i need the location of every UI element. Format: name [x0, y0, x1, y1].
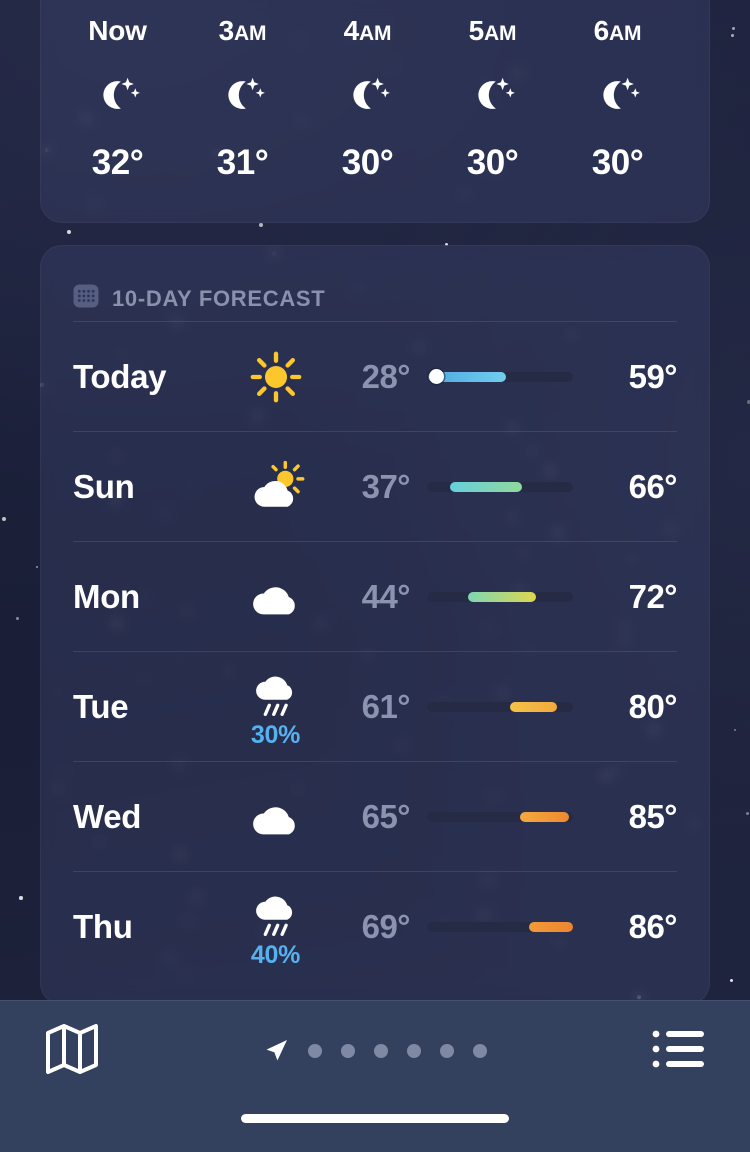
cloud-icon	[247, 568, 305, 626]
moon-stars-icon	[594, 71, 642, 119]
low-temperature: 61°	[361, 688, 411, 725]
temperature-bar-fill	[529, 921, 573, 932]
current-temperature-dot	[428, 369, 444, 384]
page-dot[interactable]	[341, 1044, 355, 1058]
page-dot[interactable]	[473, 1044, 487, 1058]
temperature-bar-track	[427, 811, 573, 822]
day-name: Sun	[73, 468, 135, 505]
daily-forecast-rows: Today 28° 59° Sun 37° 66° Mon 44° 72° Tue 30% 61° 80…	[41, 321, 709, 981]
temperature-range-bar	[427, 701, 573, 712]
day-condition	[223, 788, 328, 846]
precipitation-chance: 40%	[250, 941, 301, 969]
hourly-forecast-scroller[interactable]: Now 32° 3AM 31° 4AM 30° 5AM 30° 6AM 30° 7AM30°	[41, 0, 709, 222]
hour-time-label: 3AM	[218, 15, 267, 46]
day-forecast-row[interactable]: Tue 30% 61° 80°	[73, 651, 678, 761]
high-temperature: 80°	[628, 688, 678, 725]
precipitation-chance: 30%	[250, 721, 301, 749]
home-indicator	[241, 1114, 509, 1123]
hour-column[interactable]: 5AM 30°	[430, 0, 555, 222]
low-temperature: 44°	[361, 578, 411, 615]
hour-column[interactable]: 4AM 30°	[305, 0, 430, 222]
day-name: Tue	[73, 688, 129, 725]
hour-time-label: 4AM	[343, 15, 392, 46]
forecast-scroll-area[interactable]: Now 32° 3AM 31° 4AM 30° 5AM 30° 6AM 30° 7AM30°	[0, 0, 750, 1000]
low-temperature: 37°	[361, 468, 411, 505]
moon-stars-icon	[344, 71, 392, 119]
page-dot[interactable]	[440, 1044, 454, 1058]
hour-time-label: 5AM	[468, 15, 517, 46]
hour-temperature: 30°	[466, 143, 519, 182]
high-temperature: 72°	[628, 578, 678, 615]
day-forecast-row[interactable]: Wed 65° 85°	[73, 761, 678, 871]
bottom-toolbar	[0, 1000, 750, 1152]
day-forecast-row[interactable]: Today 28° 59°	[73, 321, 678, 431]
hour-temperature: 30°	[591, 143, 644, 182]
moon-stars-icon	[469, 71, 517, 119]
temperature-bar-fill	[520, 811, 569, 822]
map-icon[interactable]	[44, 1022, 100, 1081]
list-icon[interactable]	[652, 1028, 706, 1075]
temperature-range-bar	[427, 591, 573, 602]
temperature-range-bar	[427, 921, 573, 932]
temperature-range-bar	[427, 481, 573, 492]
low-temperature: 65°	[361, 798, 411, 835]
cloud-icon	[247, 788, 305, 846]
low-temperature: 69°	[361, 908, 411, 945]
moon-stars-icon	[219, 71, 267, 119]
calendar-icon	[73, 283, 99, 314]
hour-column[interactable]: 3AM 31°	[180, 0, 305, 222]
high-temperature: 66°	[628, 468, 678, 505]
moon-stars-icon	[94, 71, 142, 119]
hour-time-label: Now	[88, 15, 147, 46]
hourly-forecast-card[interactable]: Now 32° 3AM 31° 4AM 30° 5AM 30° 6AM 30° 7AM30°	[40, 0, 710, 223]
location-arrow-icon[interactable]	[263, 1038, 289, 1064]
temperature-bar-fill	[450, 481, 522, 492]
temperature-bar-fill	[467, 591, 537, 602]
temperature-bar-fill	[428, 371, 506, 382]
day-condition: 40%	[223, 885, 328, 968]
high-temperature: 59°	[628, 358, 678, 395]
day-forecast-row[interactable]: Thu 40% 69° 86°	[73, 871, 678, 981]
temperature-bar-track	[427, 701, 573, 712]
temperature-range-bar	[427, 369, 573, 384]
rain-cloud-icon	[248, 885, 304, 941]
hour-temperature: 31°	[216, 143, 269, 182]
daily-forecast-title: 10-DAY FORECAST	[112, 285, 326, 311]
daily-forecast-card[interactable]: 10-DAY FORECAST Today 28° 59° Sun 37° 66° Mon 4…	[40, 245, 710, 1000]
day-name: Wed	[73, 798, 142, 835]
page-dot[interactable]	[374, 1044, 388, 1058]
rain-cloud-icon	[248, 665, 304, 721]
day-condition: 30%	[223, 665, 328, 748]
high-temperature: 85°	[628, 798, 678, 835]
hour-column[interactable]: 7AM30°	[680, 0, 709, 222]
sun-icon	[247, 348, 305, 406]
sun-cloud-icon	[247, 458, 305, 516]
hour-time-label: 6AM	[593, 15, 642, 46]
low-temperature: 28°	[361, 358, 411, 395]
day-condition	[223, 458, 328, 516]
day-name: Mon	[73, 578, 140, 615]
day-condition	[223, 348, 328, 406]
daily-forecast-header: 10-DAY FORECAST	[41, 246, 709, 321]
hour-temperature: 30°	[341, 143, 394, 182]
high-temperature: 86°	[628, 908, 678, 945]
hour-column[interactable]: 6AM 30°	[555, 0, 680, 222]
temperature-bar-track	[427, 921, 573, 932]
day-name: Thu	[73, 908, 133, 945]
temperature-range-bar	[427, 811, 573, 822]
page-dot[interactable]	[407, 1044, 421, 1058]
day-forecast-row[interactable]: Mon 44° 72°	[73, 541, 678, 651]
hour-column[interactable]: Now 32°	[55, 0, 180, 222]
page-indicator[interactable]	[263, 1038, 487, 1064]
day-condition	[223, 568, 328, 626]
page-dot[interactable]	[308, 1044, 322, 1058]
hour-temperature: 32°	[91, 143, 144, 182]
day-forecast-row[interactable]: Sun 37° 66°	[73, 431, 678, 541]
temperature-bar-fill	[510, 701, 557, 712]
day-name: Today	[73, 358, 167, 395]
